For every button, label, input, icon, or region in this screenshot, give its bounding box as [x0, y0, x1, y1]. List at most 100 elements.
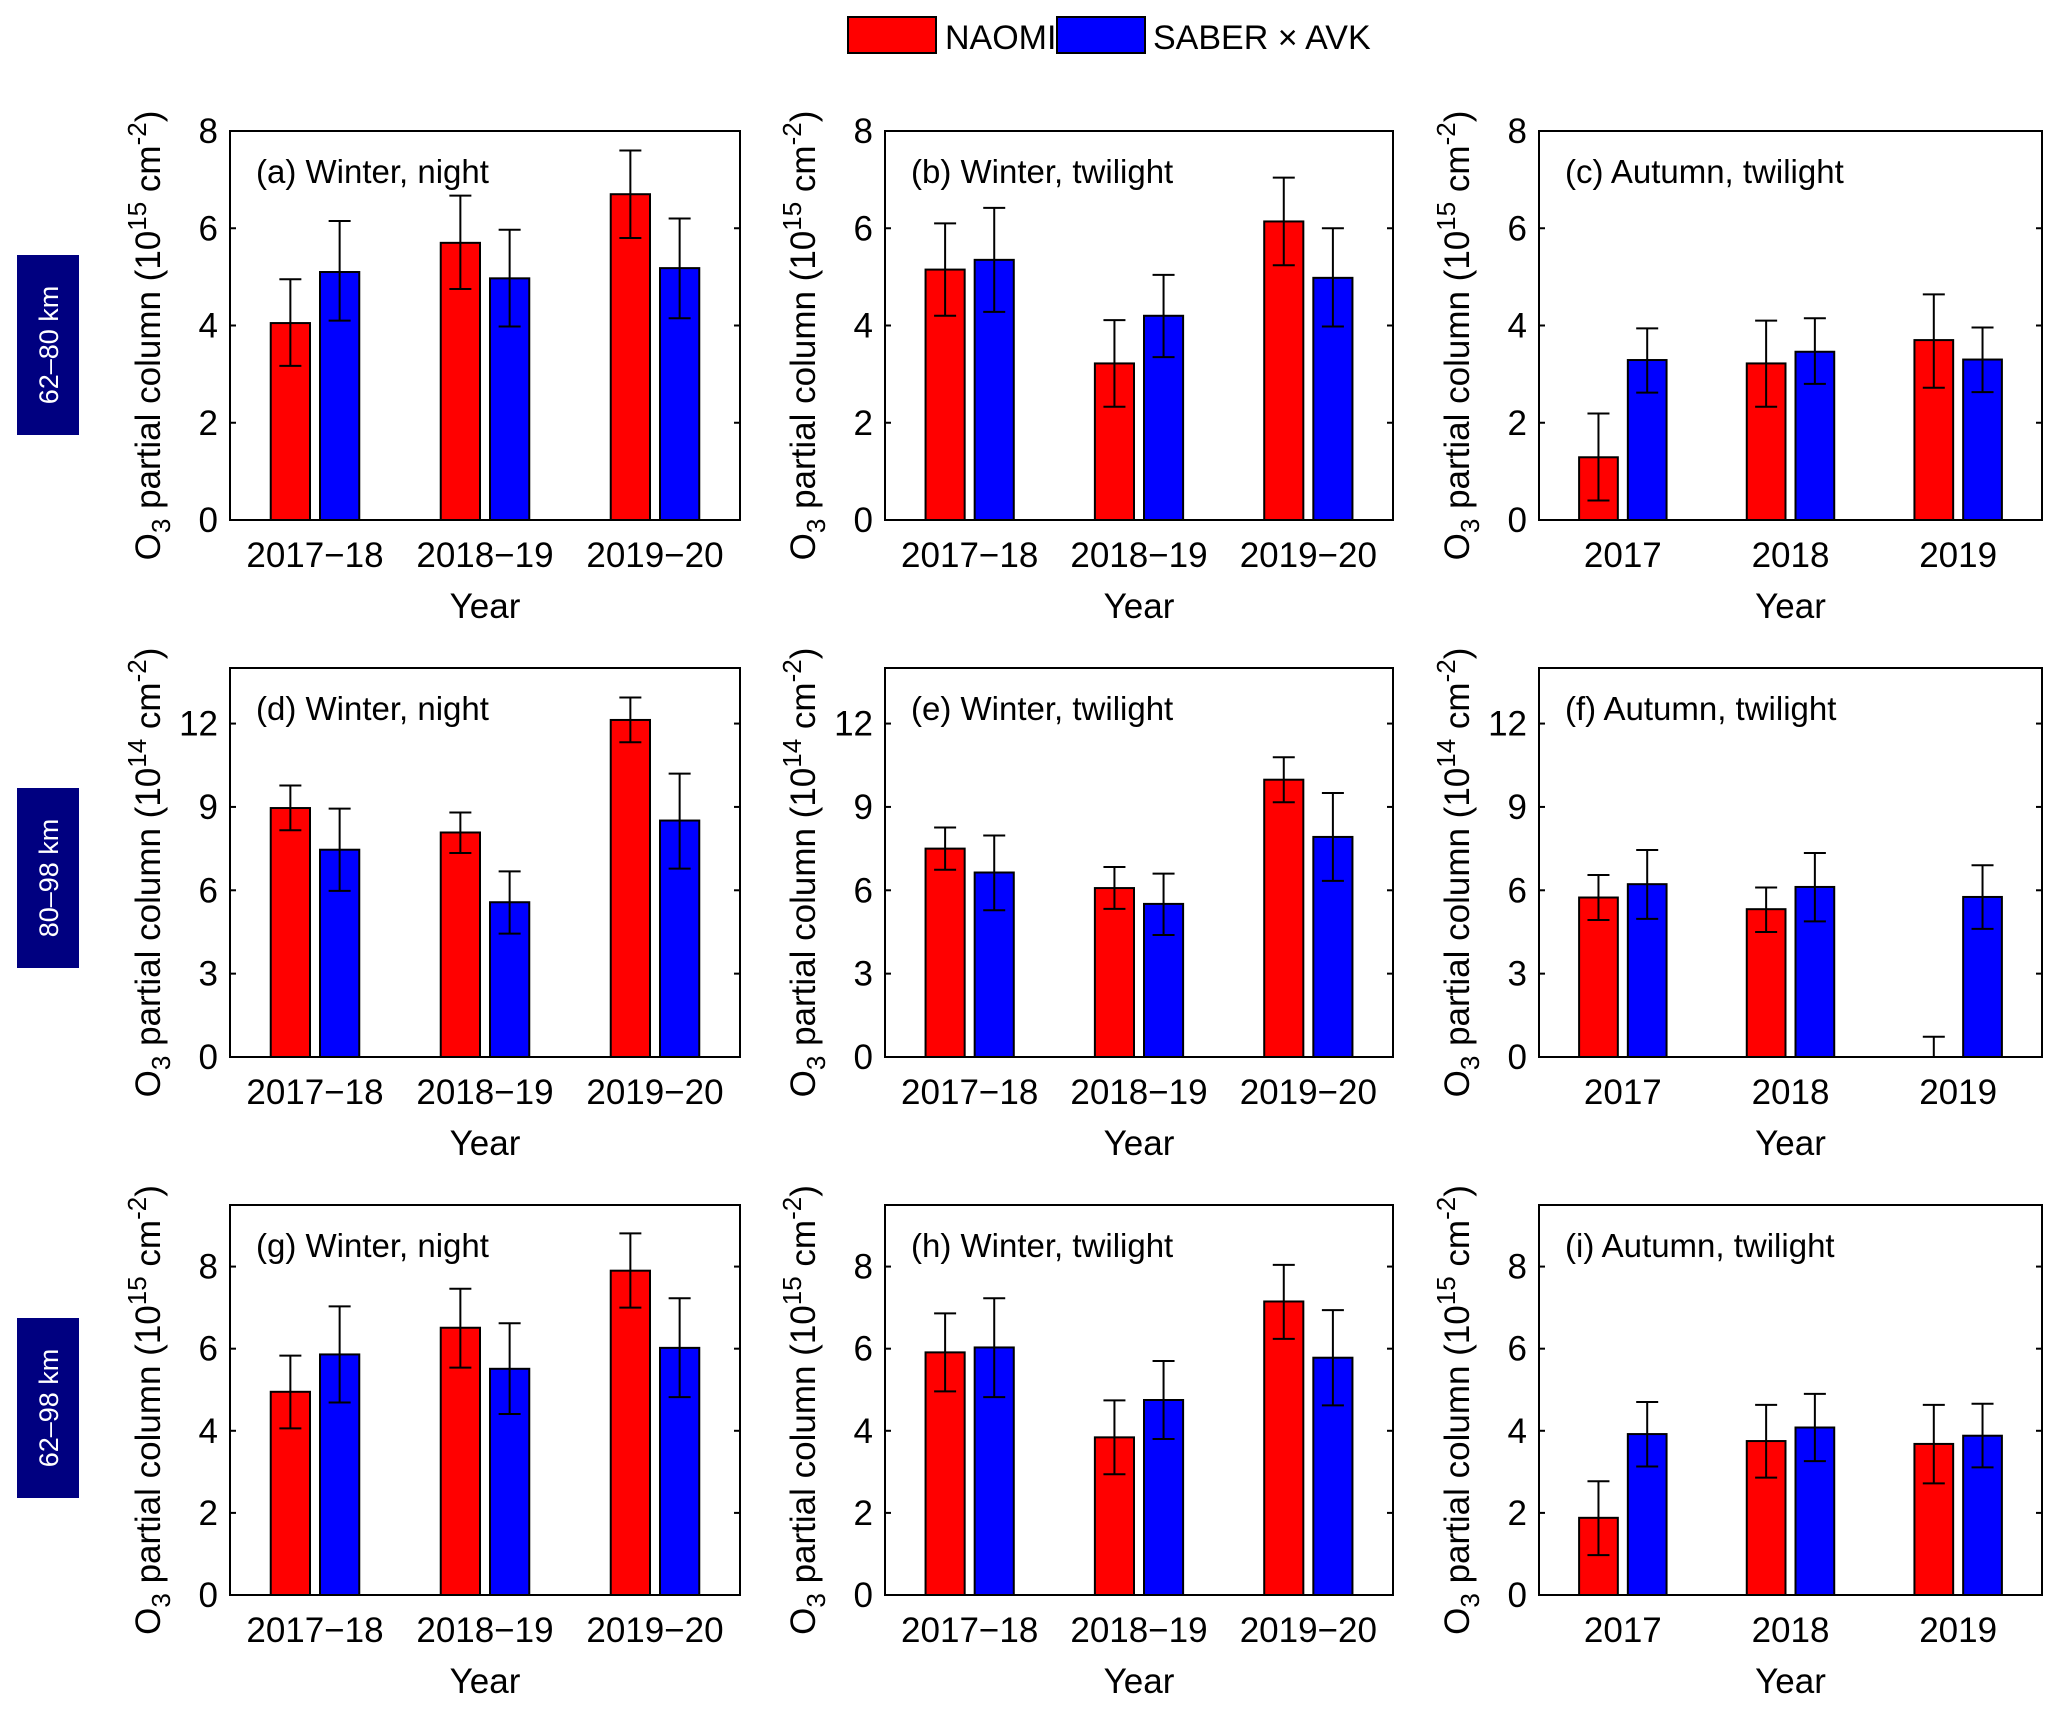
error-bar — [1922, 1035, 1945, 1057]
panels: 2017−18 2018−19 2019−20 0 2 4 6 8 (a) Winter, ni… — [122, 111, 2043, 1701]
panel-title: (b) Winter, twilight — [911, 153, 1173, 190]
axes-frame — [229, 667, 741, 1058]
error-bar — [1587, 412, 1610, 502]
bar-naomi — [1263, 778, 1305, 1058]
x-axis-label: Year — [450, 1662, 521, 1701]
plot-area — [1539, 1205, 2042, 1595]
y-axis-label: O3 partial column (1015 cm-2) — [1431, 1185, 1485, 1635]
error-bar — [668, 217, 691, 320]
x-axis-label: Year — [1104, 1662, 1175, 1701]
panel-i: 2017 2018 2019 0 2 4 6 8 (i) Autumn, twilight Yea… — [1431, 1185, 2043, 1701]
error-bar — [619, 696, 642, 744]
error-bar — [1636, 327, 1659, 394]
x-tick-label: 2018−19 — [1070, 536, 1207, 575]
bar-naomi — [609, 1269, 651, 1596]
error-bar — [983, 834, 1006, 912]
y-tick-label: 6 — [199, 871, 218, 910]
x-tick-label: 2018−19 — [416, 536, 553, 575]
x-tick-label: 2018 — [1752, 536, 1830, 575]
error-bar — [449, 1287, 472, 1369]
y-tick-label: 8 — [854, 1248, 873, 1287]
bar-saber — [973, 1346, 1015, 1596]
error-bar — [1272, 756, 1295, 804]
y-tick-label: 12 — [179, 705, 218, 744]
x-tick-label: 2019 — [1919, 1611, 1997, 1650]
y-tick-label: 6 — [1508, 1330, 1527, 1369]
error-bar — [983, 1297, 1006, 1399]
panel-title: (f) Autumn, twilight — [1565, 690, 1836, 727]
error-bar — [1755, 319, 1778, 408]
error-bar — [934, 1312, 957, 1393]
y-tick-label: 8 — [199, 112, 218, 151]
row-labels: 62–80 km 80–98 km 62–98 km — [17, 255, 79, 1498]
error-bar — [328, 219, 351, 322]
bar-naomi — [439, 1326, 482, 1596]
x-tick-label: 2019−20 — [586, 1611, 723, 1650]
plot-area — [1539, 131, 2042, 520]
y-axis-label: O3 partial column (1015 cm-2) — [122, 1185, 176, 1635]
error-bar — [279, 784, 302, 832]
error-bar — [1922, 293, 1945, 389]
y-tick-label: 9 — [199, 788, 218, 827]
panel-title: (h) Winter, twilight — [911, 1227, 1173, 1264]
y-tick-label: 6 — [1508, 871, 1527, 910]
x-tick-label: 2017−18 — [901, 1073, 1038, 1112]
axes-frame — [1538, 1204, 2043, 1596]
error-bar — [619, 149, 642, 239]
y-tick-label: 8 — [1508, 112, 1527, 151]
x-tick-label: 2019−20 — [1240, 536, 1377, 575]
y-tick-label: 8 — [854, 112, 873, 151]
y-tick-label: 0 — [199, 1576, 218, 1615]
error-bar — [1755, 886, 1778, 933]
error-bar — [328, 1305, 351, 1404]
error-bar — [1152, 1360, 1175, 1440]
y-axis-label: O3 partial column (1015 cm-2) — [777, 1185, 831, 1635]
bar-naomi — [439, 831, 482, 1059]
x-tick-label: 2018 — [1752, 1073, 1830, 1112]
legend-label-naomi: NAOMI — [945, 19, 1056, 57]
axes-frame — [884, 667, 1394, 1058]
error-bar — [1803, 852, 1826, 923]
x-axis-label: Year — [1755, 1662, 1826, 1701]
error-bar — [1103, 319, 1126, 408]
panel-f: 2017 2018 2019 0 3 6 9 12 (f) Autumn, twilight Ye… — [1431, 648, 2043, 1163]
error-bar — [934, 222, 957, 317]
x-tick-label: 2019−20 — [586, 536, 723, 575]
y-tick-label: 6 — [854, 209, 873, 248]
x-axis-label: Year — [450, 1124, 521, 1163]
error-bar — [279, 1354, 302, 1430]
x-tick-label: 2018−19 — [1070, 1611, 1207, 1650]
x-axis-label: Year — [1104, 1124, 1175, 1163]
bar-naomi — [1578, 896, 1619, 1059]
legend-swatch-naomi — [847, 16, 937, 54]
panel-e: 2017−18 2018−19 2019−20 0 3 6 9 12 (e) Winter, t… — [777, 648, 1394, 1163]
plot-area — [230, 668, 740, 1057]
y-axis-label: O3 partial column (1015 cm-2) — [1431, 111, 1485, 561]
bar-naomi — [924, 847, 966, 1058]
x-tick-label: 2017 — [1584, 1611, 1662, 1650]
plot-area — [230, 1205, 740, 1595]
error-bar — [449, 811, 472, 855]
panel-h: 2017−18 2018−19 2019−20 0 2 4 6 8 (h) Winter, tw… — [777, 1185, 1394, 1701]
y-tick-label: 4 — [1508, 1412, 1527, 1451]
error-bar — [1636, 848, 1659, 920]
panel-a: 2017−18 2018−19 2019−20 0 2 4 6 8 (a) Winter, ni… — [122, 111, 741, 626]
row-label-box — [17, 255, 79, 435]
panel-title: (d) Winter, night — [256, 690, 489, 727]
row-label: 62–98 km — [17, 1318, 79, 1498]
error-bar — [668, 1297, 691, 1399]
y-tick-label: 2 — [199, 1494, 218, 1533]
error-bar — [328, 807, 351, 892]
y-tick-label: 3 — [854, 955, 873, 994]
y-tick-label: 2 — [1508, 1494, 1527, 1533]
x-tick-label: 2017−18 — [246, 1073, 383, 1112]
y-axis-label: O3 partial column (1015 cm-2) — [122, 111, 176, 561]
x-tick-label: 2018−19 — [1070, 1073, 1207, 1112]
x-axis-label: Year — [450, 587, 521, 626]
y-tick-label: 0 — [854, 1038, 873, 1077]
x-tick-label: 2017 — [1584, 536, 1662, 575]
error-bar — [1321, 792, 1344, 882]
error-bar — [1321, 227, 1344, 328]
x-tick-label: 2019−20 — [1240, 1611, 1377, 1650]
y-tick-label: 2 — [1508, 404, 1527, 443]
